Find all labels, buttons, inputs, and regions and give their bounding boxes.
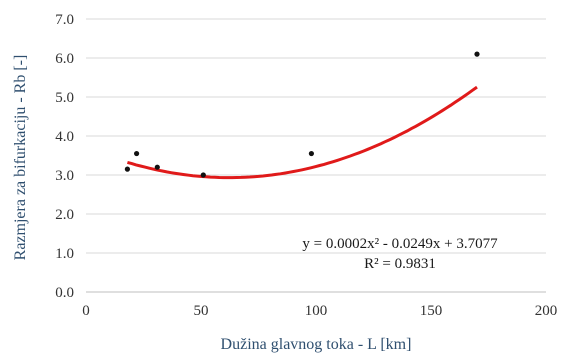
data-point — [154, 164, 160, 170]
data-point — [474, 51, 480, 57]
y-tick-label: 3.0 — [55, 168, 74, 184]
data-point — [124, 166, 130, 172]
data-points — [124, 51, 480, 178]
y-tick-label: 1.0 — [55, 246, 74, 262]
y-tick-label: 0.0 — [55, 285, 74, 301]
x-axis-ticks: 0 50 100 150 200 — [82, 303, 557, 319]
y-axis-title: Razmjera za bifurkaciju - Rb [-] — [12, 55, 29, 261]
x-axis-title: Dužina glavnog toka - L [km] — [221, 336, 412, 353]
x-tick-label: 150 — [420, 303, 443, 319]
trendline — [127, 85, 478, 180]
y-axis-ticks: 0.0 1.0 2.0 3.0 4.0 5.0 6.0 7.0 — [55, 12, 74, 301]
data-point — [308, 150, 314, 157]
r-squared-label: R² = 0.9831 — [364, 256, 436, 272]
x-tick-label: 200 — [535, 303, 558, 319]
y-tick-label: 7.0 — [55, 12, 74, 28]
trendline-equation: y = 0.0002x² - 0.0249x + 3.7077 — [302, 236, 498, 252]
y-tick-label: 4.0 — [55, 129, 74, 145]
y-tick-label: 5.0 — [55, 90, 74, 106]
data-point — [200, 172, 206, 178]
y-tick-label: 2.0 — [55, 207, 74, 223]
gridlines — [86, 18, 546, 254]
y-tick-label: 6.0 — [55, 51, 74, 67]
data-point — [134, 150, 140, 157]
x-tick-label: 50 — [194, 303, 209, 319]
x-tick-label: 100 — [305, 303, 328, 319]
x-tick-label: 0 — [82, 303, 90, 319]
